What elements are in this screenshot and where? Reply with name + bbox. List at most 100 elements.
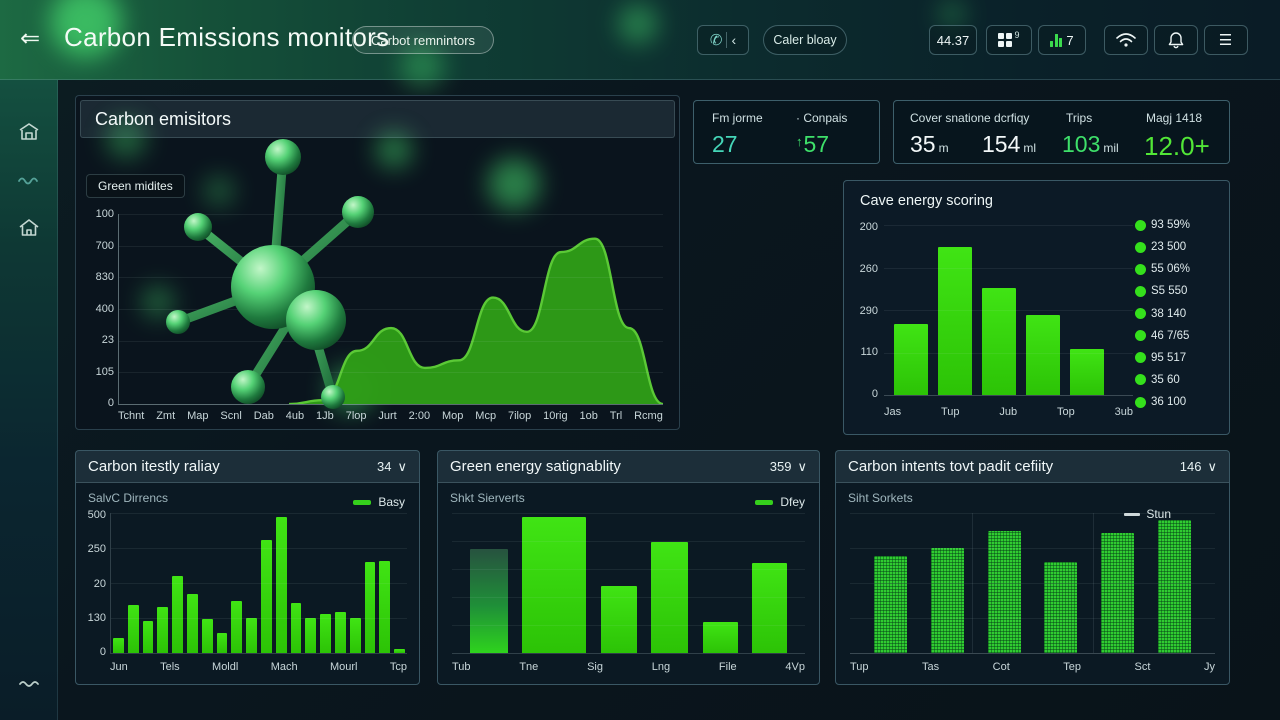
carbon-capacity-panel: Carbon intents tovt padit cefiity 146 ∨ S…	[835, 450, 1230, 685]
chevron-down-icon: ∨	[397, 458, 407, 474]
bar	[142, 620, 154, 653]
bar	[364, 562, 376, 653]
tick-label: 4ub	[285, 410, 305, 422]
sidebar-item-home[interactable]	[17, 216, 41, 240]
stat-value: ↑57	[796, 131, 830, 157]
gridline	[884, 267, 1133, 269]
gridline	[119, 277, 663, 279]
tick-label: Dab	[253, 410, 274, 422]
tick-label: 7ilop	[507, 410, 532, 422]
carbon-emissions-panel: Carbon emisitors	[75, 95, 680, 430]
summary-card-1: Fm jorme 27 · Conpais ↑57	[693, 100, 880, 164]
apps-grid-button[interactable]: 9	[986, 25, 1032, 55]
bar	[231, 601, 243, 653]
chart-legend: 93 59% 23 500 55 06% S5 550 38 140 46 7/65 95 …	[1135, 219, 1219, 408]
chart-legend: Stun	[1124, 507, 1171, 521]
notifications-button[interactable]	[1154, 25, 1198, 55]
stat-value: 35 m	[910, 131, 949, 157]
wifi-icon	[1116, 33, 1136, 47]
panel-title: Cave energy scoring	[860, 193, 993, 209]
legend-dot-icon	[1135, 219, 1146, 231]
bar-series	[111, 513, 407, 653]
tick-label: Tup	[850, 661, 869, 673]
period-dropdown[interactable]: 359 ∨	[769, 458, 807, 475]
legend-swatch-icon	[755, 499, 774, 505]
chart-stat-button[interactable]: 7	[1038, 25, 1086, 55]
wifi-button[interactable]	[1104, 25, 1148, 55]
legend-dot-icon	[1135, 241, 1146, 253]
gridline	[884, 352, 1133, 354]
clock-display[interactable]: 44.37	[929, 25, 977, 55]
vertical-gridline	[971, 513, 973, 653]
emissions-area-plot	[118, 214, 663, 405]
gridline	[850, 583, 1215, 584]
bar	[702, 622, 738, 653]
tick-label: Tchnt	[118, 410, 145, 422]
gridline	[850, 513, 1215, 514]
header-badge-label: Carbot remnintors	[371, 32, 476, 48]
bar	[1026, 315, 1060, 395]
bar	[320, 613, 331, 653]
sidebar-item-building[interactable]	[17, 120, 41, 144]
sidebar-item-waves[interactable]	[17, 672, 41, 696]
legend-item: 55 06%	[1135, 263, 1219, 275]
header-badge-button[interactable]: Carbot remnintors	[352, 26, 495, 54]
legend-item: S5 550	[1135, 285, 1219, 297]
gridline	[111, 548, 407, 549]
period-dropdown[interactable]: 146 ∨	[1179, 458, 1217, 475]
bell-icon	[1168, 32, 1184, 49]
panel-subtitle: SalvC Dirrencs	[88, 491, 169, 505]
hamburger-icon: ☰	[1218, 32, 1234, 49]
legend-label: 23 500	[1151, 241, 1187, 254]
main-chart-title: Carbon emisitors	[95, 108, 232, 129]
tick-label: Mourl	[329, 661, 358, 673]
legend-item: 23 500	[1135, 241, 1219, 253]
tick-label: 700	[95, 239, 114, 252]
caller-display-button[interactable]: Caler bloay	[763, 25, 847, 55]
x-axis-ticks: Jun Tels Moldl Mach Mourl Tcp	[110, 661, 407, 675]
sidebar-item-trends[interactable]	[17, 168, 41, 192]
y-axis-ticks: 100 700 830 400 23 105 0	[80, 208, 114, 409]
tick-label: 200	[859, 221, 878, 233]
gridline	[119, 340, 663, 342]
tick-label: 23	[101, 334, 114, 346]
menu-button[interactable]: ☰	[1204, 25, 1248, 55]
tick-label: Zmt	[156, 410, 176, 422]
emissions-area-chart	[288, 237, 663, 404]
gridline	[884, 310, 1133, 311]
legend-label: 93 59%	[1151, 219, 1191, 231]
tick-label: 0	[871, 388, 878, 400]
tick-label: Tne	[519, 661, 539, 673]
legend-label: 36 100	[1151, 396, 1187, 408]
legend-dot-icon	[1135, 263, 1146, 275]
tick-label: 500	[87, 509, 106, 521]
back-arrow-icon[interactable]: ⇐	[20, 25, 41, 52]
tick-label: Jurt	[378, 410, 397, 422]
bar	[113, 637, 124, 653]
legend-dot-icon	[1135, 374, 1146, 386]
bar	[246, 618, 257, 653]
gridline	[452, 597, 805, 598]
cave-energy-panel: Cave energy scoring 200 260 290 110 0 Jas Tup…	[843, 180, 1230, 435]
legend-swatch-icon	[353, 499, 372, 505]
bokeh-blob	[938, 0, 966, 28]
legend-label: Basy	[378, 495, 405, 509]
stat-value: 154 ml	[982, 131, 1037, 157]
legend-dot-icon	[1135, 352, 1146, 364]
tick-label: 260	[859, 262, 878, 275]
period-dropdown[interactable]: 34 ∨	[377, 458, 407, 475]
tick-label: 110	[860, 346, 878, 359]
stat-label: · Conpais	[796, 111, 848, 125]
tick-label: 100	[95, 208, 114, 220]
gridline	[119, 245, 663, 247]
x-axis-ticks: Tub Tne Sig Lng File 4Vp	[452, 661, 805, 675]
bar	[1044, 562, 1078, 653]
x-axis-ticks: Jas Tup Jub Top 3ub	[884, 406, 1133, 420]
bar	[260, 539, 272, 653]
gridline	[850, 548, 1215, 549]
tick-label: 10rig	[543, 410, 568, 422]
gridline	[119, 309, 663, 310]
tick-label: Mach	[270, 661, 298, 673]
phone-button[interactable]: ✆ ‹	[697, 25, 749, 55]
